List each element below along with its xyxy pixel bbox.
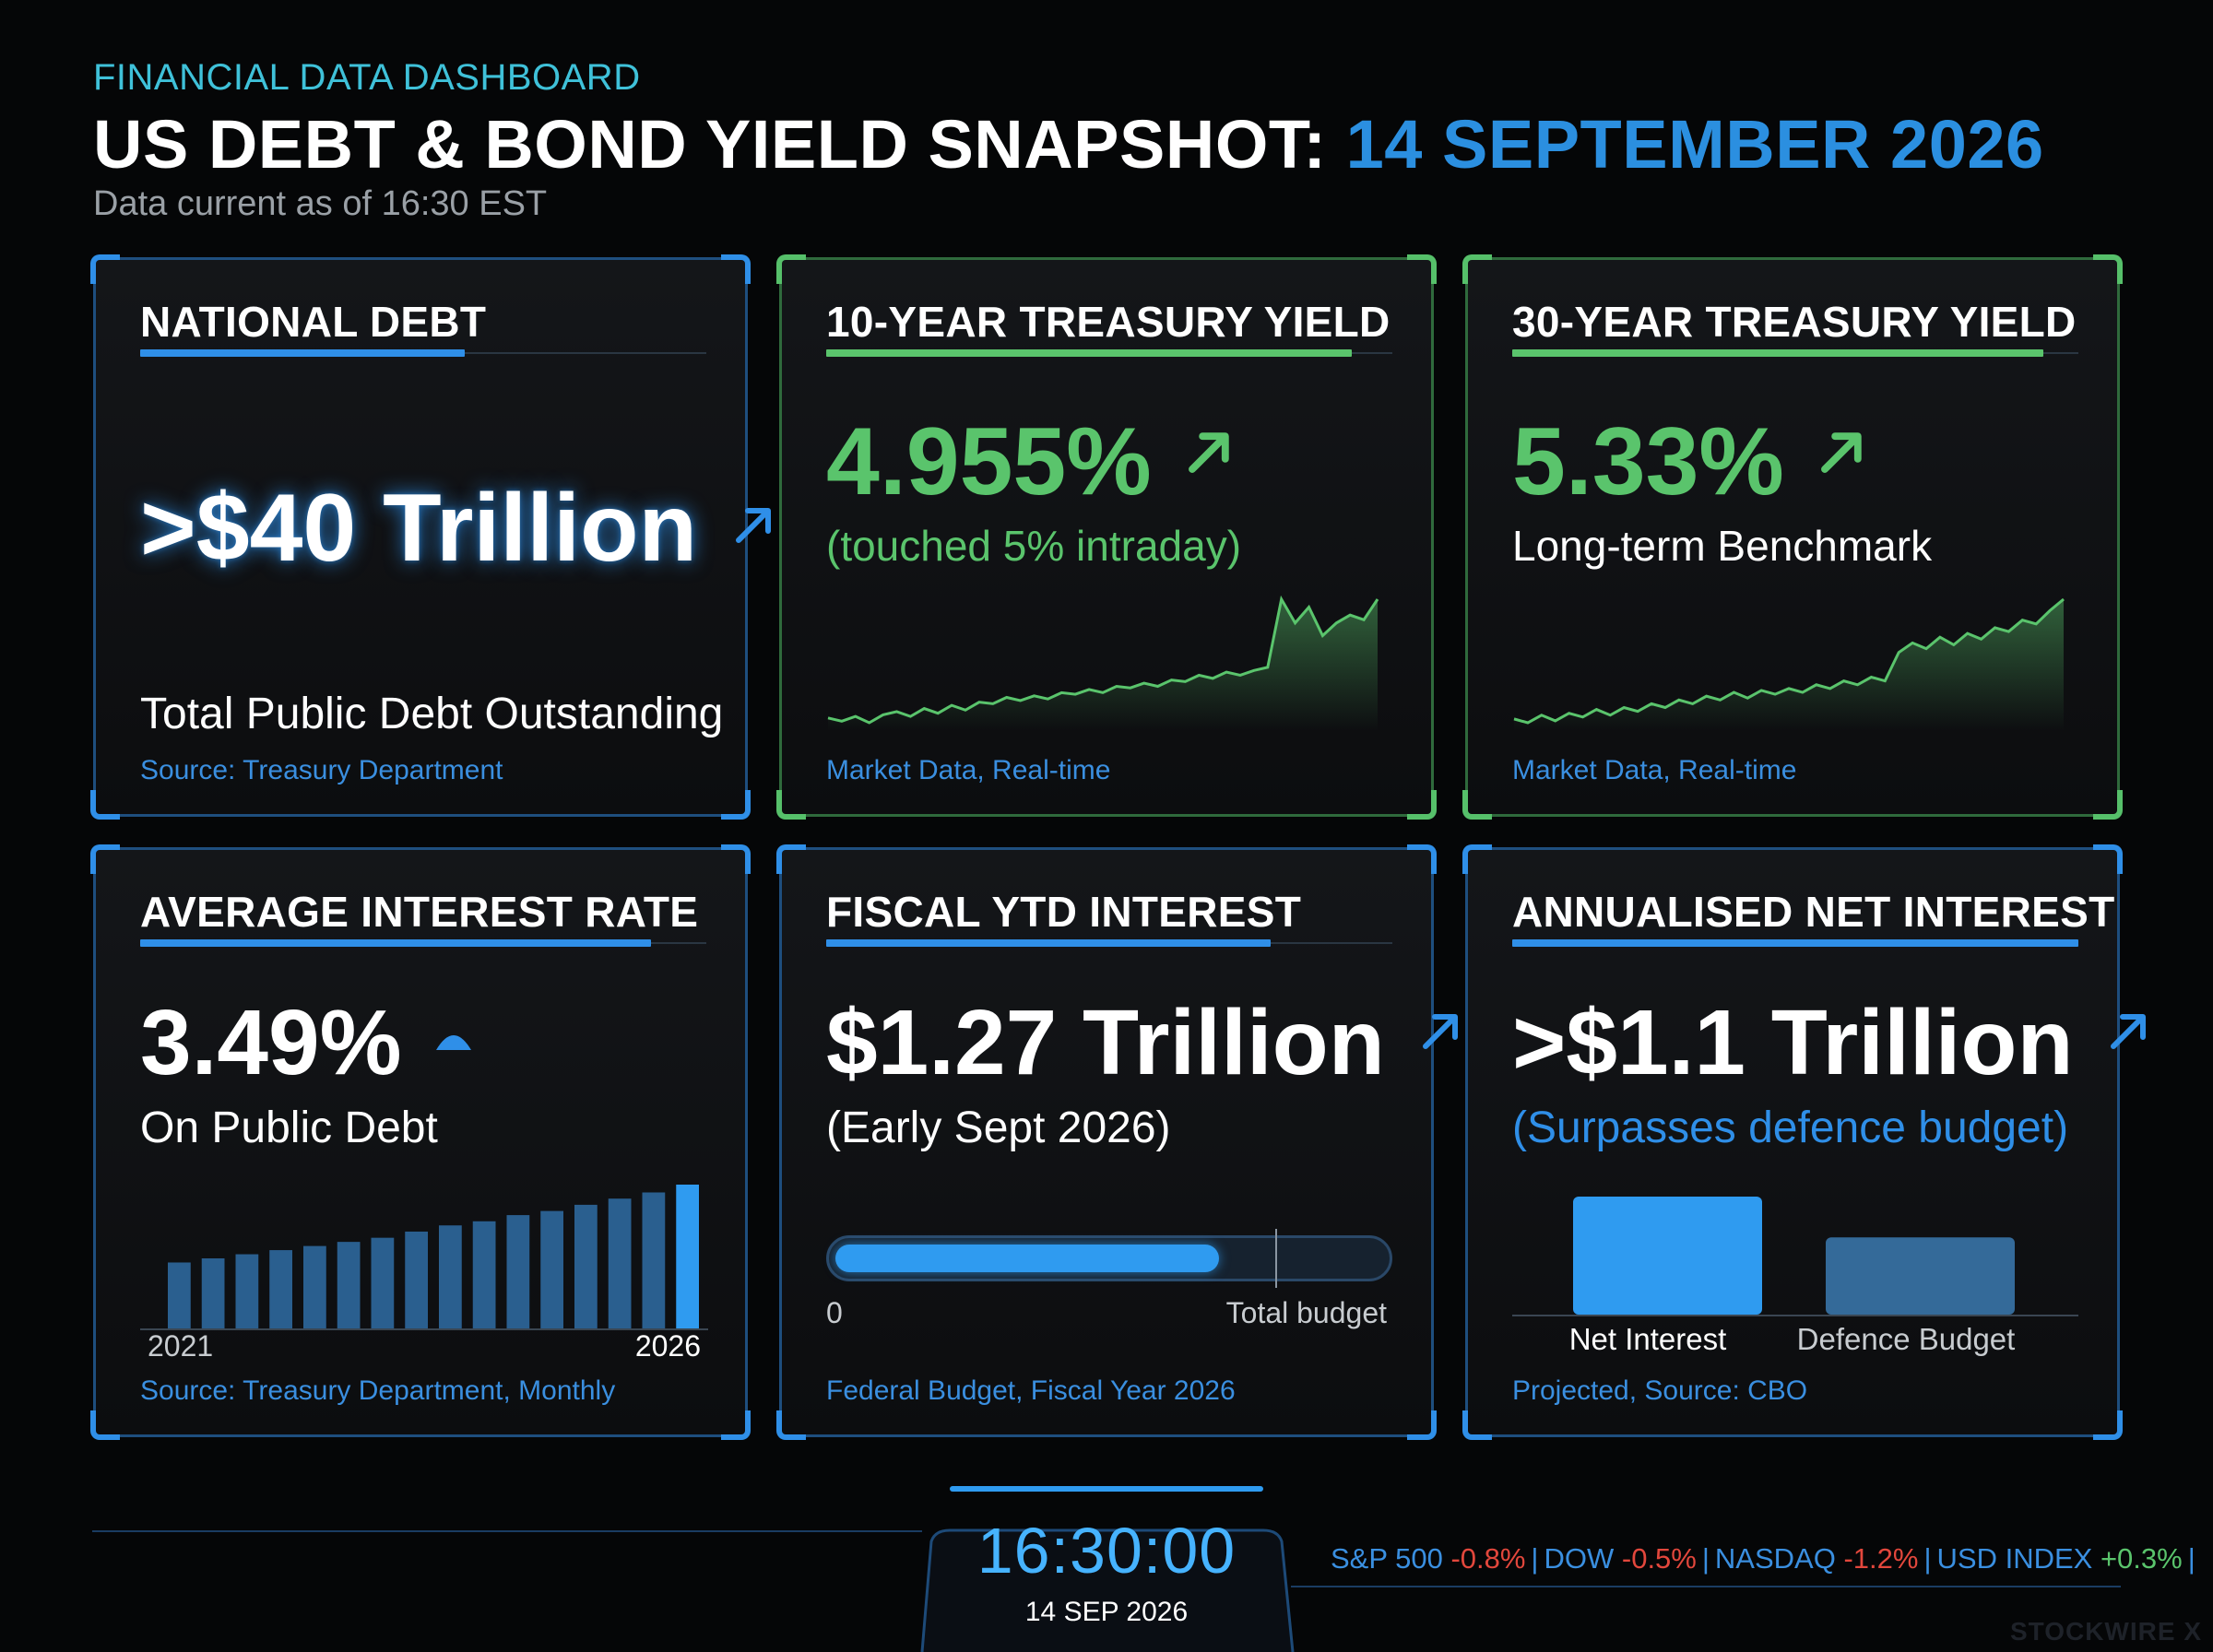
national-debt-title: NATIONAL DEBT: [140, 298, 487, 346]
avg-rate-bar: [405, 1231, 428, 1328]
fiscal-ytd-interest-card[interactable]: FISCAL YTD INTEREST $1.27 Trillion (Earl…: [776, 844, 1458, 1440]
fiscal-progress-fill: [835, 1245, 1219, 1272]
avg-rate-bar: [439, 1225, 462, 1328]
ticker-divider-left: [92, 1530, 922, 1532]
ticker-divider-right: [1291, 1586, 2121, 1587]
average-interest-rate-value: 3.49%: [140, 990, 475, 1096]
national-debt-label: Total Public Debt Outstanding: [140, 690, 724, 738]
national-debt-value: >$40 Trillion: [140, 474, 777, 584]
avg-rate-bar: [303, 1245, 326, 1328]
thirty-year-yield-card[interactable]: 30-YEAR TREASURY YIELD 5.33% Long-term B…: [1462, 254, 2123, 820]
sparkline-area: [1514, 599, 2064, 730]
annualised-net-interest-value: >$1.1 Trillion: [1512, 990, 2152, 1096]
avg-rate-bar: [371, 1237, 395, 1328]
dashboard-kicker: FINANCIAL DATA DASHBOARD: [93, 57, 641, 98]
ten-year-sparkline-chart: [827, 595, 1379, 730]
interest-vs-defence-bar-chart: [1512, 1197, 2078, 1316]
sparkline-series-line: [1513, 597, 2065, 725]
thirty-year-yield-source: Market Data, Real-time: [1512, 755, 1797, 785]
brand-watermark: STOCKWIRE X: [2009, 1617, 2202, 1646]
page-title-date: 14 SEPTEMBER 2026: [1345, 106, 2044, 183]
ticker-item: NASDAQ -1.2%: [1714, 1542, 1919, 1575]
clock-time: 16:30:00: [976, 1515, 1237, 1587]
annualised-net-interest-card[interactable]: ANNUALISED NET INTEREST >$1.1 Trillion (…: [1462, 844, 2147, 1440]
fiscal-progress-min-label: 0: [826, 1296, 843, 1329]
thirty-year-yield-title: 30-YEAR TREASURY YIELD: [1512, 298, 2077, 346]
trend-up-arrow-icon: [1422, 1014, 1458, 1049]
clock-date: 14 SEP 2026: [1024, 1597, 1189, 1627]
fiscal-progress-marker: [1275, 1229, 1277, 1288]
thirty-year-yield-note: Long-term Benchmark: [1512, 522, 1933, 570]
avg-rate-bar: [337, 1242, 361, 1328]
page-title-main: US DEBT & BOND YIELD SNAPSHOT:: [93, 106, 1327, 183]
clock-frame: [920, 1486, 1295, 1652]
ticker-item: S&P 500 -0.8%: [1331, 1542, 1526, 1575]
defence-budget-bar-label: Defence Budget: [1796, 1322, 2016, 1356]
fiscal-ytd-interest-note: (Early Sept 2026): [826, 1103, 1171, 1152]
avg-rate-bar: [506, 1215, 530, 1328]
avg-rate-bar: [574, 1204, 598, 1328]
avg-rate-bar: [201, 1258, 225, 1328]
fiscal-progress-max-label: Total budget: [1225, 1296, 1387, 1329]
thirty-year-yield-value-text: 5.33%: [1512, 408, 1784, 515]
ten-year-yield-source: Market Data, Real-time: [826, 755, 1111, 785]
up-caret-icon: [436, 1035, 472, 1050]
market-ticker: S&P 500 -0.8% | DOW -0.5% | NASDAQ -1.2% | USD…: [1331, 1542, 2195, 1575]
fiscal-ytd-interest-source: Federal Budget, Fiscal Year 2026: [826, 1375, 1236, 1406]
annualised-net-interest-source: Projected, Source: CBO: [1512, 1375, 1808, 1406]
ten-year-yield-note: (touched 5% intraday): [826, 522, 1242, 570]
sparkline-series-line: [827, 595, 1379, 725]
annualised-net-interest-note: (Surpasses defence budget): [1512, 1103, 2069, 1152]
avg-rate-bar: [608, 1198, 632, 1328]
fiscal-ytd-interest-value: $1.27 Trillion: [826, 990, 1464, 1096]
bar-axis-end-label: 2026: [634, 1329, 701, 1363]
average-interest-rate-value-text: 3.49%: [140, 991, 402, 1094]
bar-axis-start-label: 2021: [148, 1329, 214, 1363]
trend-up-arrow-icon: [1188, 432, 1229, 473]
thirty-year-yield-value: 5.33%: [1512, 407, 1868, 517]
fiscal-progress-track: [826, 1229, 1392, 1288]
annualised-net-interest-title: ANNUALISED NET INTEREST: [1512, 888, 2115, 936]
ten-year-yield-value-text: 4.955%: [826, 408, 1152, 515]
thirty-year-sparkline-chart: [1513, 597, 2065, 730]
average-interest-rate-card[interactable]: AVERAGE INTEREST RATE 3.49% On Public De…: [90, 844, 751, 1440]
trend-up-arrow-icon: [1820, 432, 1862, 473]
fiscal-ytd-interest-value-text: $1.27 Trillion: [826, 991, 1385, 1094]
avg-rate-bar: [472, 1221, 496, 1328]
average-interest-rate-title: AVERAGE INTEREST RATE: [140, 888, 699, 936]
avg-rate-bar: [235, 1254, 259, 1328]
national-debt-value-text: >$40 Trillion: [140, 475, 698, 582]
avg-rate-bar: [269, 1250, 292, 1328]
average-interest-rate-source: Source: Treasury Department, Monthly: [140, 1375, 616, 1406]
ten-year-yield-card[interactable]: 10-YEAR TREASURY YIELD 4.955% (touched 5…: [776, 254, 1437, 820]
average-interest-rate-note: On Public Debt: [140, 1103, 438, 1152]
fiscal-ytd-interest-title: FISCAL YTD INTEREST: [826, 888, 1302, 936]
ten-year-yield-title: 10-YEAR TREASURY YIELD: [826, 298, 1391, 346]
ten-year-yield-value: 4.955%: [826, 407, 1236, 517]
ticker-item: DOW -0.5%: [1544, 1542, 1697, 1575]
net-interest-bar: [1573, 1197, 1762, 1315]
avg-rate-bar: [676, 1185, 699, 1328]
clock-widget: 16:30:00 14 SEP 2026: [922, 1486, 1291, 1652]
annualised-net-interest-value-text: >$1.1 Trillion: [1512, 991, 2074, 1094]
avg-rate-bar: [168, 1262, 191, 1328]
avg-rate-bar: [540, 1210, 563, 1328]
national-debt-source: Source: Treasury Department: [140, 755, 503, 785]
defence-budget-bar: [1826, 1237, 2015, 1315]
national-debt-card[interactable]: NATIONAL DEBT >$40 Trillion Total Public…: [90, 254, 771, 820]
page-title: US DEBT & BOND YIELD SNAPSHOT: 14 SEPTEM…: [93, 105, 2044, 183]
net-interest-bar-label: Net Interest: [1568, 1322, 1727, 1356]
average-rate-bar-chart: [140, 1185, 708, 1330]
sparkline-area: [828, 599, 1378, 730]
trend-up-arrow-icon: [735, 508, 771, 543]
trend-up-arrow-icon: [2111, 1014, 2147, 1049]
ticker-item: USD INDEX +0.3%: [1936, 1542, 2183, 1575]
avg-rate-bar: [642, 1192, 666, 1328]
data-timestamp: Data current as of 16:30 EST: [93, 184, 548, 223]
